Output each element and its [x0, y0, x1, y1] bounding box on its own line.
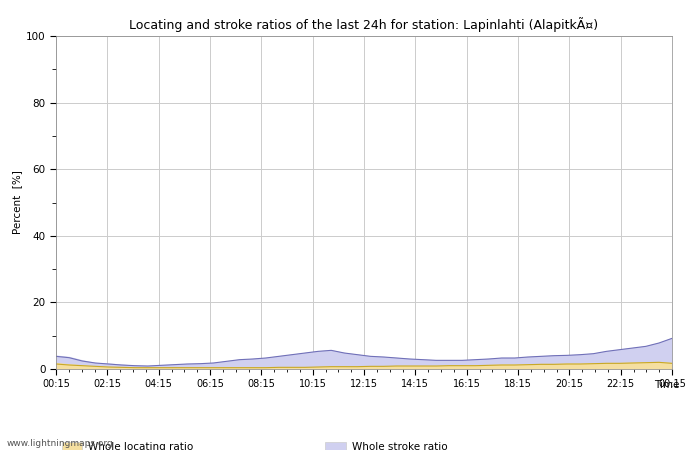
- Legend: Whole locating ratio, Locating ratio station Lapinlahti (AlapitkÃ¤), Whole strok: Whole locating ratio, Locating ratio sta…: [57, 437, 572, 450]
- Text: Time: Time: [654, 380, 679, 390]
- Title: Locating and stroke ratios of the last 24h for station: Lapinlahti (AlapitkÃ¤): Locating and stroke ratios of the last 2…: [130, 17, 598, 32]
- Text: www.lightningmaps.org: www.lightningmaps.org: [7, 439, 113, 448]
- Y-axis label: Percent  [%]: Percent [%]: [12, 171, 22, 234]
